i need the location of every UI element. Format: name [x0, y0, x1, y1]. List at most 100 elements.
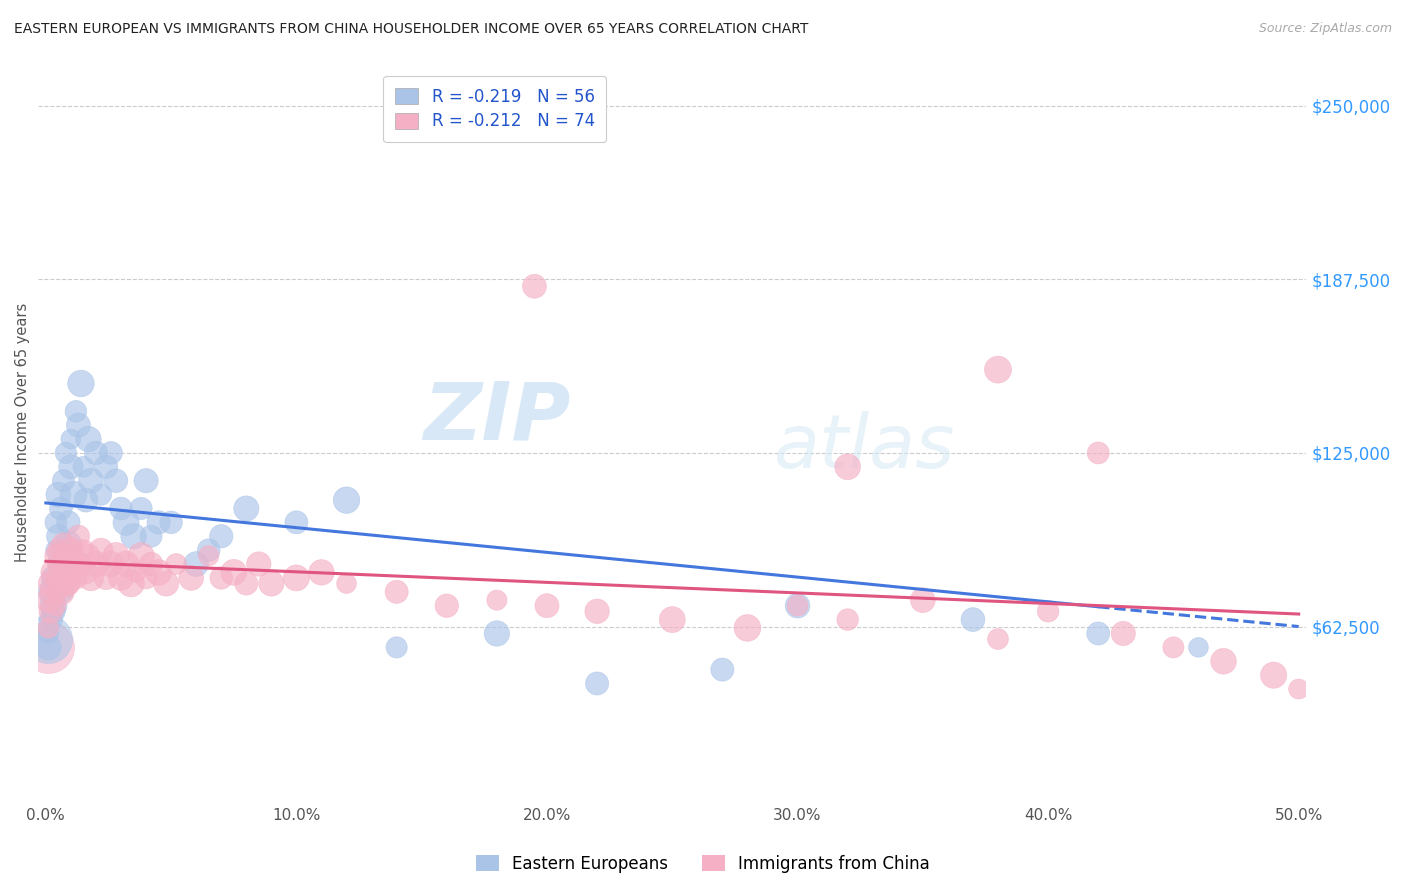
Point [209, 529, 232, 543]
Point [45, 516, 67, 530]
Point [67, 418, 90, 433]
Point [37, 632, 59, 646]
Point [48, 487, 70, 501]
Point [110, 571, 132, 585]
Point [485, 626, 508, 640]
Point [1087, 446, 1109, 460]
Point [72, 459, 94, 474]
Point [1212, 654, 1234, 668]
Y-axis label: Householder Income Over 65 years: Householder Income Over 65 years [15, 302, 30, 562]
Point [105, 549, 128, 563]
Point [59, 459, 82, 474]
Point [786, 599, 808, 613]
Point [65, 404, 87, 418]
Point [285, 571, 308, 585]
Point [197, 549, 219, 563]
Point [42, 566, 65, 580]
Point [80, 474, 103, 488]
Point [100, 557, 122, 571]
Point [42, 604, 65, 618]
Point [90, 543, 112, 558]
Point [987, 632, 1010, 646]
Point [58, 538, 80, 552]
Point [59, 432, 82, 446]
Point [148, 516, 170, 530]
Point [129, 501, 152, 516]
Point [335, 576, 357, 591]
Point [209, 571, 232, 585]
Point [67, 529, 90, 543]
Point [94, 459, 117, 474]
Text: Source: ZipAtlas.com: Source: ZipAtlas.com [1258, 22, 1392, 36]
Point [139, 529, 162, 543]
Point [335, 493, 357, 508]
Point [139, 557, 162, 571]
Point [42, 571, 65, 585]
Point [385, 584, 408, 599]
Point [70, 376, 93, 391]
Point [45, 549, 67, 563]
Point [911, 593, 934, 607]
Legend: R = -0.219   N = 56, R = -0.212   N = 74: R = -0.219 N = 56, R = -0.212 N = 74 [384, 76, 606, 142]
Legend: Eastern Europeans, Immigrants from China: Eastern Europeans, Immigrants from China [470, 848, 936, 880]
Point [49, 557, 72, 571]
Point [70, 557, 93, 571]
Point [586, 604, 609, 618]
Point [72, 543, 94, 558]
Point [37, 626, 59, 640]
Point [1036, 604, 1059, 618]
Point [285, 516, 308, 530]
Point [39, 604, 62, 618]
Point [105, 474, 128, 488]
Point [235, 501, 257, 516]
Point [62, 549, 84, 563]
Point [45, 599, 67, 613]
Point [148, 566, 170, 580]
Point [235, 576, 257, 591]
Point [77, 549, 100, 563]
Point [94, 571, 117, 585]
Point [436, 599, 458, 613]
Point [55, 576, 77, 591]
Point [129, 549, 152, 563]
Point [58, 516, 80, 530]
Point [786, 599, 808, 613]
Text: EASTERN EUROPEAN VS IMMIGRANTS FROM CHINA HOUSEHOLDER INCOME OVER 65 YEARS CORRE: EASTERN EUROPEAN VS IMMIGRANTS FROM CHIN… [14, 22, 808, 37]
Point [75, 493, 97, 508]
Point [962, 613, 984, 627]
Point [711, 663, 734, 677]
Point [80, 571, 103, 585]
Point [122, 529, 145, 543]
Point [37, 621, 59, 635]
Point [247, 557, 270, 571]
Point [48, 571, 70, 585]
Point [58, 566, 80, 580]
Point [586, 676, 609, 690]
Point [165, 557, 187, 571]
Point [42, 584, 65, 599]
Point [48, 529, 70, 543]
Point [58, 576, 80, 591]
Point [180, 571, 202, 585]
Point [84, 446, 107, 460]
Point [1288, 681, 1310, 696]
Point [1163, 640, 1185, 655]
Point [155, 576, 177, 591]
Point [37, 593, 59, 607]
Point [1187, 640, 1209, 655]
Point [737, 621, 759, 635]
Point [186, 557, 208, 571]
Point [52, 571, 75, 585]
Point [837, 613, 859, 627]
Point [39, 576, 62, 591]
Point [39, 613, 62, 627]
Point [59, 543, 82, 558]
Point [100, 446, 122, 460]
Point [160, 516, 183, 530]
Point [75, 566, 97, 580]
Point [311, 566, 333, 580]
Point [37, 640, 59, 655]
Point [39, 584, 62, 599]
Point [55, 446, 77, 460]
Point [222, 566, 245, 580]
